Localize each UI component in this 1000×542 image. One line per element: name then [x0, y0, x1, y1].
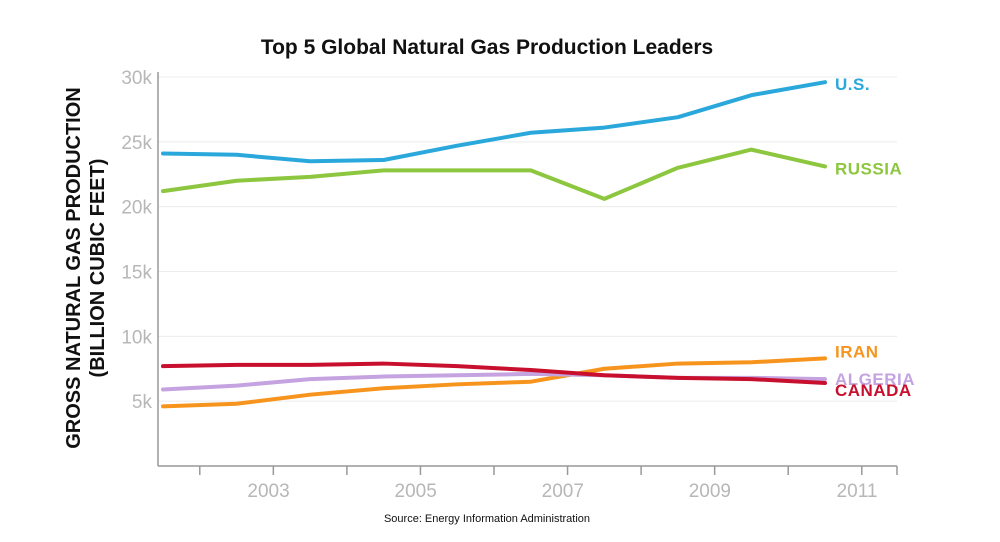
gridlines: [158, 76, 897, 402]
axes: [157, 72, 898, 475]
y-tick-label: 30k: [121, 68, 152, 89]
y-tick-labels: 5k 10k 15k 20k 25k 30k: [121, 68, 152, 413]
y-tick-label: 25k: [121, 133, 152, 154]
series-label-iran: IRAN: [835, 342, 879, 361]
y-tick-label: 5k: [132, 392, 153, 413]
y-tick-label: 10k: [121, 327, 152, 348]
series-label-us: U.S.: [835, 75, 870, 94]
x-tick-label: 2003: [247, 481, 289, 502]
x-tick-label: 2005: [395, 481, 437, 502]
x-tick-labels: 2003 2005 2007 2009 2011: [247, 481, 877, 502]
series-label-algeria: ALGERIA: [835, 370, 915, 389]
y-tick-label: 20k: [121, 198, 152, 219]
y-axis-label-line2: (BILLION CUBIC FEET): [87, 159, 109, 378]
chart-title: Top 5 Global Natural Gas Production Lead…: [261, 36, 713, 59]
source-note: Source: Energy Information Administratio…: [384, 513, 590, 525]
y-tick-label: 15k: [121, 263, 152, 284]
series-label-russia: RUSSIA: [835, 159, 902, 178]
series-line-iran: [161, 356, 827, 409]
series-line-russia: [161, 147, 827, 201]
x-tick-label: 2011: [837, 481, 878, 502]
series-line-canada: [161, 361, 827, 386]
x-tick-label: 2009: [689, 481, 731, 502]
series-label-canada: CANADA: [835, 381, 912, 400]
series-lines: [161, 80, 827, 409]
series-line-us: [161, 80, 827, 164]
y-axis-label-line1: GROSS NATURAL GAS PRODUCTION: [63, 87, 85, 449]
x-tick-label: 2007: [542, 481, 584, 502]
y-axis-label: GROSS NATURAL GAS PRODUCTION (BILLION CU…: [63, 87, 109, 449]
